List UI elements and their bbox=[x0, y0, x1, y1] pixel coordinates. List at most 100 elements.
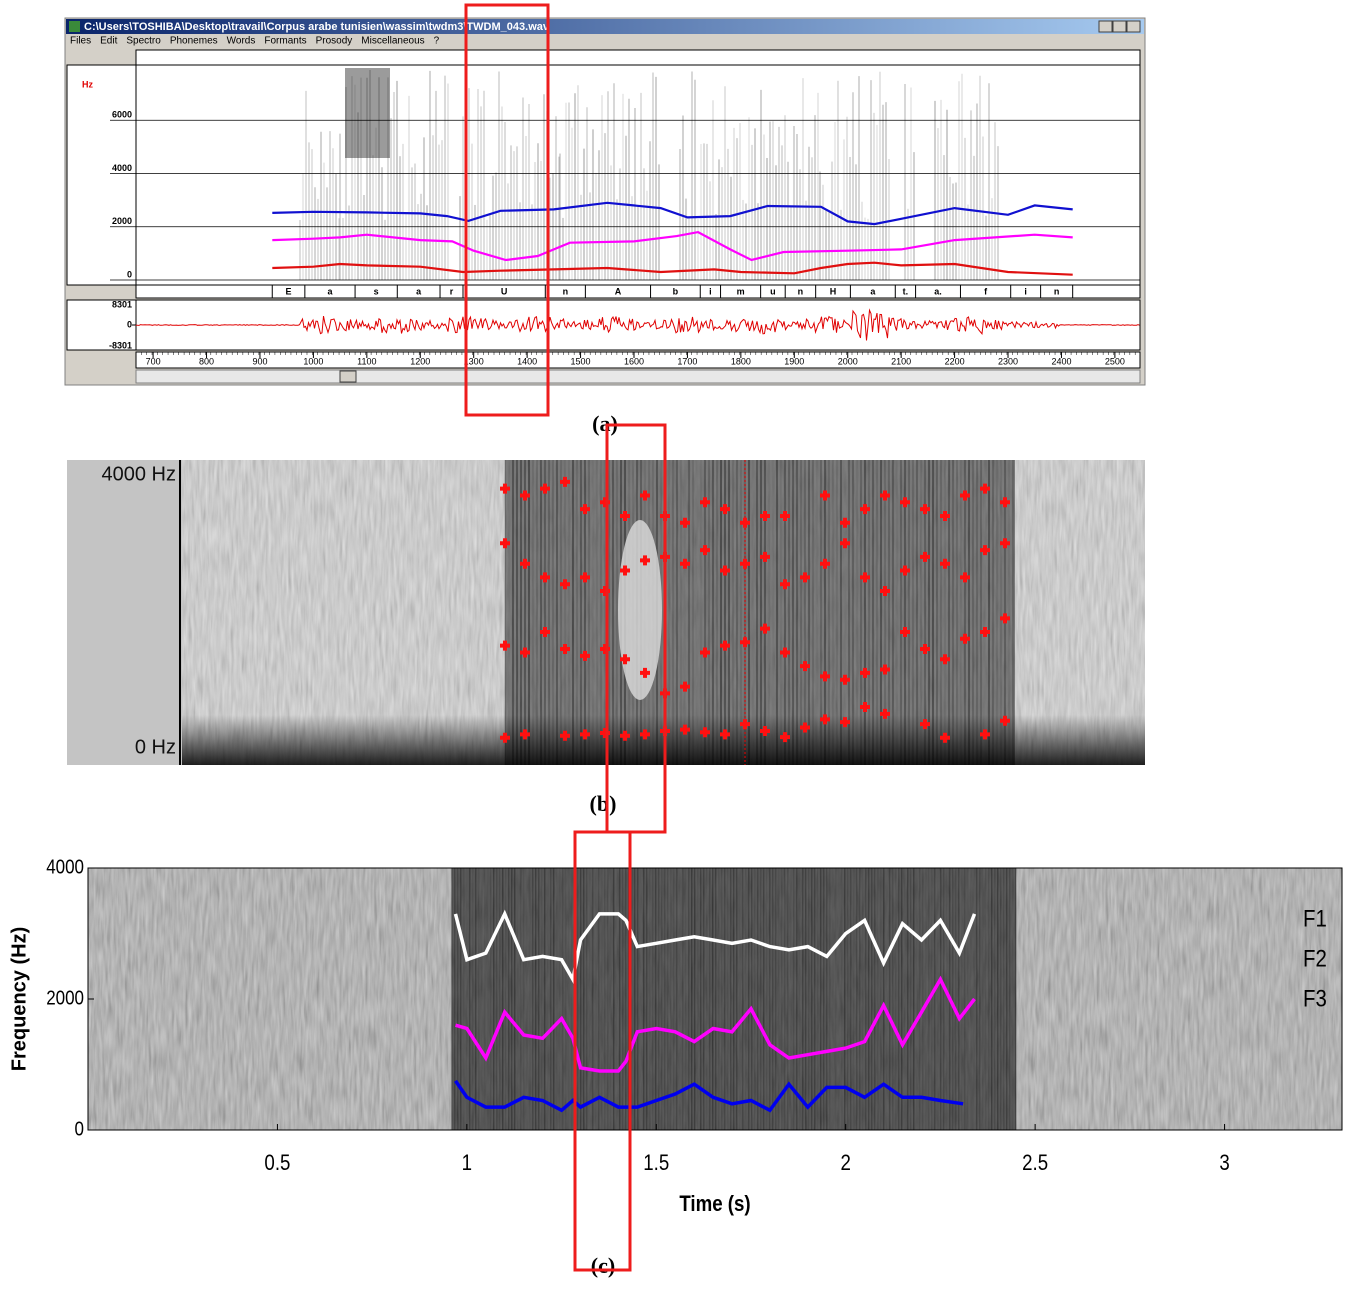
y-tick-label: 0 bbox=[75, 1117, 84, 1140]
formant-point bbox=[860, 702, 870, 713]
y-tick-label: 6000 bbox=[112, 110, 132, 120]
window-button[interactable] bbox=[1098, 20, 1113, 33]
formant-point bbox=[840, 517, 850, 528]
x-tick-label: 2.5 bbox=[1022, 1151, 1048, 1175]
phoneme-label: H bbox=[830, 286, 837, 296]
formant-point bbox=[820, 490, 830, 501]
formant-point bbox=[860, 667, 870, 678]
formant-point bbox=[940, 732, 950, 743]
x-tick-label: 3 bbox=[1219, 1151, 1229, 1175]
formant-point bbox=[720, 640, 730, 651]
formant-track bbox=[453, 909, 977, 985]
x-tick-label: 1200 bbox=[410, 356, 430, 366]
y-tick-label: 4000 bbox=[112, 163, 132, 173]
formant-point bbox=[520, 647, 530, 658]
formant-point bbox=[780, 732, 790, 743]
formant-point bbox=[700, 647, 710, 658]
fricative-blob bbox=[345, 68, 390, 158]
formant-point bbox=[960, 572, 970, 583]
phoneme-label: s bbox=[374, 286, 379, 296]
x-tick-label: 900 bbox=[252, 356, 267, 366]
formant-point bbox=[540, 483, 550, 494]
formant-point bbox=[980, 626, 990, 637]
window-button[interactable] bbox=[1126, 20, 1141, 33]
y2-tick-label: 0 bbox=[127, 319, 132, 329]
formant-point bbox=[580, 572, 590, 583]
x-tick-label: 2000 bbox=[838, 356, 858, 366]
menu-item[interactable]: Prosody bbox=[316, 36, 353, 47]
x-tick-label: 1500 bbox=[571, 356, 591, 366]
app-icon bbox=[69, 21, 80, 32]
menu-item[interactable]: Miscellaneous bbox=[361, 36, 424, 47]
formant-point bbox=[700, 545, 710, 556]
phoneme-label: a bbox=[870, 286, 876, 296]
vowel-gap bbox=[618, 520, 662, 700]
x-tick-label: 1800 bbox=[731, 356, 751, 366]
formant-point bbox=[520, 558, 530, 569]
scrollbar[interactable] bbox=[135, 369, 1141, 384]
formant-point bbox=[980, 545, 990, 556]
formant-track bbox=[455, 975, 976, 1073]
formant-point bbox=[920, 551, 930, 562]
formant-point bbox=[500, 640, 510, 651]
formant-point bbox=[740, 637, 750, 648]
formant-point bbox=[680, 724, 690, 735]
scroll-thumb[interactable] bbox=[339, 370, 357, 383]
formant-point bbox=[700, 727, 710, 738]
phoneme-row bbox=[135, 284, 1141, 299]
label-strip bbox=[67, 460, 182, 765]
formant-point bbox=[700, 497, 710, 508]
formant-point bbox=[720, 565, 730, 576]
title-bar bbox=[66, 19, 1144, 34]
y-tick-label: 4000 bbox=[46, 855, 84, 878]
formant-point bbox=[580, 729, 590, 740]
formant-point bbox=[580, 504, 590, 515]
menu-item[interactable]: Spectro bbox=[126, 36, 161, 47]
legend-entry: F1 bbox=[1303, 905, 1327, 932]
window-title: C:\Users\TOSHIBA\Desktop\travail\Corpus … bbox=[84, 21, 550, 33]
legend-entry: F3 bbox=[1303, 985, 1327, 1012]
menu-item[interactable]: Phonemes bbox=[170, 36, 218, 47]
window-button[interactable] bbox=[1112, 20, 1127, 33]
caption: (c) bbox=[591, 1253, 615, 1278]
caption: (b) bbox=[590, 791, 617, 816]
formant-point bbox=[720, 504, 730, 515]
formant-point bbox=[900, 497, 910, 508]
highlight-box bbox=[605, 423, 667, 834]
menu-item[interactable]: Files bbox=[70, 36, 91, 47]
formant-point bbox=[880, 708, 890, 719]
formant-point bbox=[1000, 538, 1010, 549]
formant-point bbox=[500, 732, 510, 743]
phoneme-label: a bbox=[327, 286, 333, 296]
phoneme-label: i bbox=[1024, 286, 1027, 296]
phoneme-label: t. bbox=[903, 286, 909, 296]
formant-point bbox=[740, 558, 750, 569]
menu-item[interactable]: Formants bbox=[264, 36, 306, 47]
y-tick-label: 2000 bbox=[112, 216, 132, 226]
formant-track bbox=[272, 230, 1073, 262]
formant-point bbox=[900, 565, 910, 576]
formant-point bbox=[680, 681, 690, 692]
highlight-box bbox=[573, 830, 632, 1272]
formant-point bbox=[840, 717, 850, 728]
phoneme-label: i bbox=[709, 286, 712, 296]
y-tick-label: 2000 bbox=[46, 986, 84, 1009]
x-tick-label: 1100 bbox=[357, 356, 376, 366]
formant-point bbox=[920, 504, 930, 515]
x-tick-label: 1300 bbox=[464, 356, 484, 366]
formant-point bbox=[880, 664, 890, 675]
formant-point bbox=[680, 517, 690, 528]
x-tick-label: 2100 bbox=[891, 356, 911, 366]
formant-point bbox=[840, 538, 850, 549]
formant-point bbox=[860, 572, 870, 583]
menu-item[interactable]: Edit bbox=[100, 36, 117, 47]
formant-point bbox=[860, 504, 870, 515]
menu-item[interactable]: ? bbox=[434, 36, 440, 47]
phoneme-label: f bbox=[984, 286, 988, 296]
phoneme-label: u bbox=[770, 286, 776, 296]
menu-item[interactable]: Words bbox=[227, 36, 256, 47]
x-tick-label: 2 bbox=[841, 1151, 851, 1175]
formant-point bbox=[540, 572, 550, 583]
x-tick-label: 0.5 bbox=[264, 1151, 290, 1175]
